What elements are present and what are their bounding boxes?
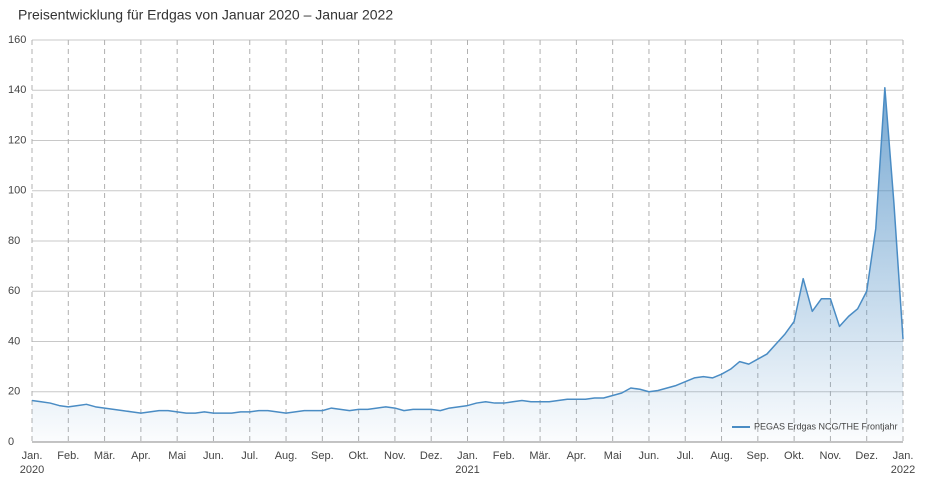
y-tick-label: 120	[8, 134, 26, 146]
x-tick-label: Mai	[604, 450, 622, 462]
y-tick-label: 140	[8, 84, 26, 96]
x-tick-label: Jun.	[639, 450, 660, 462]
y-tick-label: 40	[8, 335, 20, 347]
x-tick-label: Jan.	[22, 450, 43, 462]
x-tick-label: Aug.	[275, 450, 298, 462]
x-tick-label: Feb.	[57, 450, 79, 462]
x-tick-label: Jan.	[893, 450, 914, 462]
x-year-label: 2021	[455, 464, 479, 476]
legend-label: PEGAS Erdgas NCG/THE Frontjahr	[754, 421, 898, 431]
x-tick-label: Jul.	[241, 450, 258, 462]
y-tick-label: 160	[8, 34, 26, 46]
x-tick-label: Mär.	[94, 450, 115, 462]
y-tick-label: 0	[8, 436, 14, 448]
x-tick-label: Apr.	[131, 450, 151, 462]
y-tick-label: 80	[8, 235, 20, 247]
x-tick-label: Dez.	[855, 450, 878, 462]
x-tick-label: Mär.	[529, 450, 550, 462]
chart-title: Preisentwicklung für Erdgas von Januar 2…	[18, 7, 393, 23]
line	[31, 86, 904, 414]
x-year-label: 2022	[891, 464, 915, 476]
y-tick-label: 60	[8, 285, 20, 297]
x-year-label: 2020	[20, 464, 44, 476]
y-tick-label: 100	[8, 185, 26, 197]
x-tick-label: Apr.	[567, 450, 587, 462]
x-tick-label: Jun.	[203, 450, 224, 462]
x-tick-label: Sep.	[311, 450, 334, 462]
x-tick-label: Aug.	[710, 450, 733, 462]
x-tick-label: Dez.	[420, 450, 443, 462]
area	[32, 87, 903, 443]
x-tick-label: Sep.	[747, 450, 770, 462]
x-tick-label: Okt.	[349, 450, 369, 462]
x-tick-label: Mai	[168, 450, 186, 462]
x-tick-label: Jan.	[457, 450, 478, 462]
x-tick-label: Nov.	[384, 450, 406, 462]
y-tick-label: 20	[8, 386, 20, 398]
x-tick-label: Jul.	[677, 450, 694, 462]
x-tick-label: Feb.	[493, 450, 515, 462]
x-tick-label: Okt.	[784, 450, 804, 462]
x-tick-label: Nov.	[820, 450, 842, 462]
